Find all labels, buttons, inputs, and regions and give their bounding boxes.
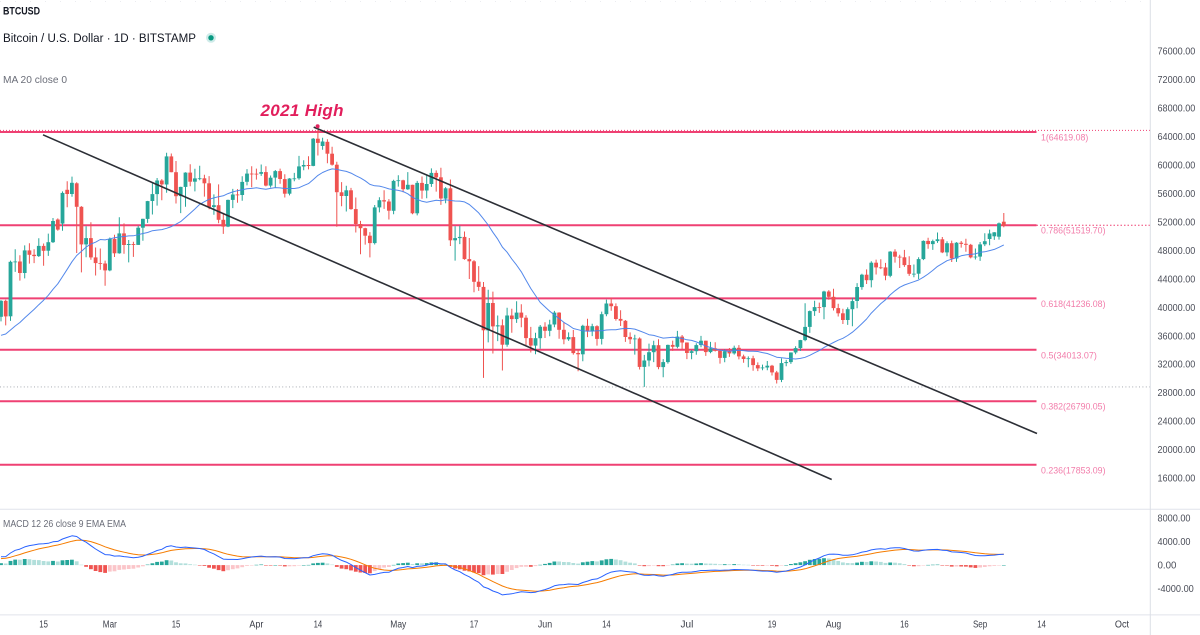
svg-text:14: 14 — [314, 620, 323, 631]
svg-text:14: 14 — [1037, 620, 1046, 631]
svg-text:44000.00: 44000.00 — [1158, 274, 1196, 285]
svg-text:64000.00: 64000.00 — [1158, 132, 1196, 143]
svg-text:16: 16 — [900, 620, 909, 631]
svg-text:28000.00: 28000.00 — [1158, 388, 1196, 399]
svg-text:MACD 12 26 close 9 EMA EMA: MACD 12 26 close 9 EMA EMA — [3, 519, 126, 530]
svg-text:17: 17 — [470, 620, 479, 631]
svg-text:52000.00: 52000.00 — [1158, 217, 1196, 228]
svg-text:Sep: Sep — [973, 620, 988, 631]
svg-text:0.618(41236.08): 0.618(41236.08) — [1041, 299, 1106, 309]
svg-text:76000.00: 76000.00 — [1158, 47, 1196, 58]
svg-text:14: 14 — [602, 620, 611, 631]
svg-text:68000.00: 68000.00 — [1158, 104, 1196, 115]
svg-text:15: 15 — [172, 620, 181, 631]
svg-text:2021 High: 2021 High — [260, 101, 344, 120]
svg-text:36000.00: 36000.00 — [1158, 331, 1196, 342]
svg-text:Jun: Jun — [538, 620, 552, 631]
svg-text:20000.00: 20000.00 — [1158, 445, 1196, 456]
svg-text:60000.00: 60000.00 — [1158, 161, 1196, 172]
svg-text:Mar: Mar — [103, 620, 118, 631]
svg-text:MA 20 close 0: MA 20 close 0 — [3, 75, 67, 86]
svg-text:Oct: Oct — [1115, 620, 1129, 631]
svg-text:72000.00: 72000.00 — [1158, 75, 1196, 86]
svg-text:0.382(26790.05): 0.382(26790.05) — [1041, 402, 1106, 412]
svg-text:Aug: Aug — [826, 620, 841, 631]
svg-text:May: May — [390, 620, 406, 631]
svg-text:Jul: Jul — [681, 620, 694, 631]
svg-text:4000.00: 4000.00 — [1158, 537, 1191, 548]
svg-text:15: 15 — [39, 620, 48, 631]
svg-text:0.5(34013.07): 0.5(34013.07) — [1041, 350, 1097, 360]
svg-text:48000.00: 48000.00 — [1158, 246, 1196, 257]
svg-text:24000.00: 24000.00 — [1158, 417, 1196, 428]
svg-text:0.236(17853.09): 0.236(17853.09) — [1041, 465, 1106, 475]
svg-text:BTCUSD: BTCUSD — [3, 6, 40, 18]
svg-text:19: 19 — [768, 620, 777, 631]
svg-text:1(64619.08): 1(64619.08) — [1041, 133, 1088, 143]
svg-text:40000.00: 40000.00 — [1158, 303, 1196, 314]
svg-text:0.786(51519.70): 0.786(51519.70) — [1041, 226, 1106, 236]
svg-text:8000.00: 8000.00 — [1158, 514, 1191, 525]
svg-text:16000.00: 16000.00 — [1158, 474, 1196, 485]
svg-text:Bitcoin / U.S. Dollar · 1D · B: Bitcoin / U.S. Dollar · 1D · BITSTAMP — [3, 31, 196, 45]
svg-text:Apr: Apr — [249, 620, 264, 631]
svg-text:32000.00: 32000.00 — [1158, 360, 1196, 371]
svg-text:0.00: 0.00 — [1158, 561, 1177, 572]
svg-text:56000.00: 56000.00 — [1158, 189, 1196, 200]
svg-text:-4000.00: -4000.00 — [1158, 584, 1195, 595]
